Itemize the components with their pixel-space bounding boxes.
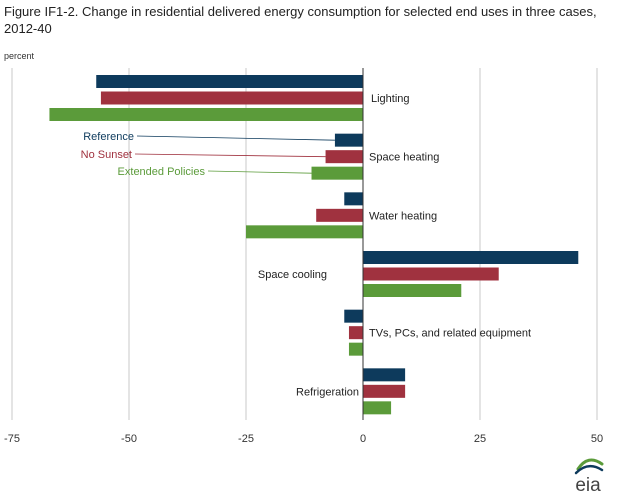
bar-2-1 <box>316 208 363 222</box>
bar-2-2 <box>246 225 363 239</box>
bar-1-0 <box>334 133 363 147</box>
x-tick-label--50: -50 <box>121 433 137 445</box>
bar-4-2 <box>348 342 363 356</box>
x-tick-label-50: 50 <box>591 433 603 445</box>
bar-3-0 <box>363 251 579 264</box>
x-axis: percent -75 -50 -25 0 25 50 <box>4 51 603 445</box>
chart-title: Figure IF1-2. Change in residential deli… <box>4 4 597 36</box>
category-label-2: Water heating <box>369 210 437 222</box>
y-axis-label: percent <box>4 51 35 61</box>
bars <box>49 75 579 415</box>
legend-leader-2 <box>207 170 312 174</box>
bar-1-2 <box>311 166 363 180</box>
legend-label-0: Reference <box>83 131 134 143</box>
bar-3-1 <box>363 267 499 281</box>
bar-2-0 <box>344 192 363 206</box>
category-label-5: Refrigeration <box>296 386 359 398</box>
bar-0-1 <box>100 91 364 105</box>
eia-logo: eia <box>574 458 604 496</box>
gridlines <box>11 68 598 420</box>
bar-1-1 <box>325 150 363 164</box>
legend: Reference No Sunset Extended Policies <box>81 131 335 178</box>
x-tick-label--75: -75 <box>4 433 20 445</box>
category-label-4: TVs, PCs, and related equipment <box>369 328 531 340</box>
bar-5-1 <box>363 384 406 398</box>
bar-4-0 <box>344 309 363 323</box>
category-label-3: Space cooling <box>258 269 327 281</box>
x-tick-label-25: 25 <box>474 433 486 445</box>
bar-4-1 <box>348 326 363 340</box>
bar-0-0 <box>96 75 364 88</box>
legend-label-1: No Sunset <box>81 149 132 161</box>
bar-5-0 <box>363 368 406 382</box>
bar-3-2 <box>363 284 462 297</box>
category-labels: Lighting Space heating Water heating Space … <box>258 93 531 398</box>
legend-label-2: Extended Policies <box>118 166 206 178</box>
eia-logo-text: eia <box>575 475 601 496</box>
x-tick-label-0: 0 <box>360 433 366 445</box>
category-label-0: Lighting <box>371 93 410 105</box>
bar-5-2 <box>363 401 392 415</box>
legend-leader-1 <box>134 153 326 158</box>
x-tick-label--25: -25 <box>238 433 254 445</box>
legend-leader-0 <box>136 135 335 141</box>
category-label-1: Space heating <box>369 152 439 164</box>
bar-0-2 <box>49 108 363 121</box>
